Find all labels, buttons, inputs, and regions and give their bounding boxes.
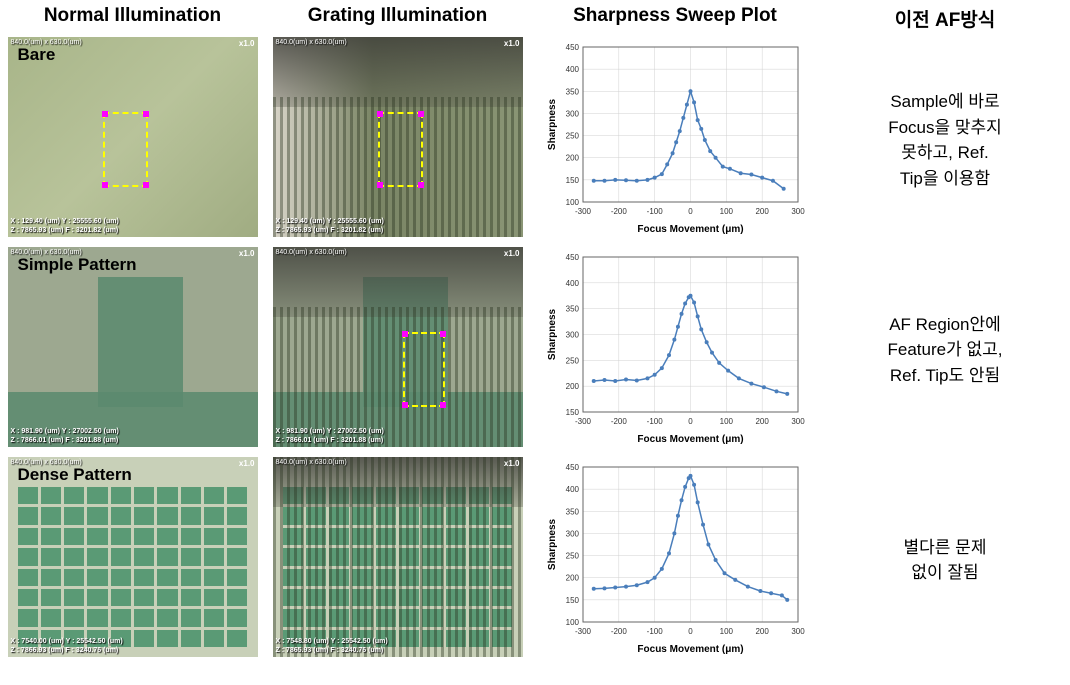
svg-text:300: 300 xyxy=(565,529,579,538)
svg-text:-200: -200 xyxy=(610,417,627,426)
coord-text: X : 129.40 (um) Y : 25555.60 (um)Z : 786… xyxy=(276,218,384,235)
svg-text:400: 400 xyxy=(565,485,579,494)
roi-box xyxy=(378,112,423,187)
svg-text:100: 100 xyxy=(719,417,733,426)
coord-text: X : 981.90 (um) Y : 27002.50 (um)Z : 786… xyxy=(11,428,119,445)
svg-text:200: 200 xyxy=(755,627,769,636)
svg-text:300: 300 xyxy=(565,109,579,118)
bare-sharpness-chart: 100 150 200 250 300 350 400 450 -300 -200 -100 0 100… xyxy=(543,37,808,237)
bare-grating-image: 840.0(um) x 630.0(um) x1.0 X : 129.40 (u… xyxy=(273,37,523,237)
svg-text:250: 250 xyxy=(565,132,579,141)
svg-text:350: 350 xyxy=(565,87,579,96)
svg-text:-100: -100 xyxy=(646,417,663,426)
header-grating: Grating Illumination xyxy=(265,5,530,35)
svg-text:-300: -300 xyxy=(574,207,591,216)
svg-text:-300: -300 xyxy=(574,417,591,426)
row-label-bare: Bare xyxy=(18,45,56,65)
bare-description: Sample에 바로Focus을 맞추지못하고, Ref.Tip을 이용함 xyxy=(820,35,1070,245)
simple-normal-image: Simple Pattern 840.0(um) x 630.0(um) x1.… xyxy=(8,247,258,447)
zoom-label: x1.0 xyxy=(239,459,255,468)
svg-text:250: 250 xyxy=(565,356,579,365)
header-prev-af: 이전 AF방식 xyxy=(820,5,1070,35)
svg-text:-200: -200 xyxy=(610,627,627,636)
svg-text:Sharpness: Sharpness xyxy=(547,98,558,150)
dense-description: 별다른 문제없이 잘됨 xyxy=(820,455,1070,665)
svg-text:150: 150 xyxy=(565,408,579,417)
dim-label: 840.0(um) x 630.0(um) xyxy=(276,249,347,256)
bare-normal-image: Bare 840.0(um) x 630.0(um) x1.0 X : 129.… xyxy=(8,37,258,237)
svg-text:0: 0 xyxy=(688,627,693,636)
svg-text:200: 200 xyxy=(565,574,579,583)
svg-text:200: 200 xyxy=(565,382,579,391)
svg-text:-300: -300 xyxy=(574,627,591,636)
svg-text:Sharpness: Sharpness xyxy=(547,518,558,570)
svg-text:350: 350 xyxy=(565,507,579,516)
svg-text:100: 100 xyxy=(565,198,579,207)
svg-text:150: 150 xyxy=(565,176,579,185)
dim-label: 840.0(um) x 630.0(um) xyxy=(276,459,347,466)
svg-text:300: 300 xyxy=(565,331,579,340)
coord-text: X : 7548.80 (um) Y : 25542.50 (um)Z : 78… xyxy=(276,638,388,655)
dense-normal-image: Dense Pattern 840.0(um) x 630.0(um) x1.0… xyxy=(8,457,258,657)
svg-text:100: 100 xyxy=(719,627,733,636)
dim-label: 840.0(um) x 630.0(um) xyxy=(276,39,347,46)
svg-text:300: 300 xyxy=(791,207,805,216)
zoom-label: x1.0 xyxy=(239,249,255,258)
svg-text:-200: -200 xyxy=(610,207,627,216)
svg-text:Sharpness: Sharpness xyxy=(547,308,558,360)
svg-text:100: 100 xyxy=(565,618,579,627)
roi-box xyxy=(403,332,445,407)
svg-text:Focus Movement (μm): Focus Movement (μm) xyxy=(637,644,743,655)
row-label-dense: Dense Pattern xyxy=(18,465,132,485)
svg-text:-100: -100 xyxy=(646,627,663,636)
svg-text:200: 200 xyxy=(565,154,579,163)
svg-text:450: 450 xyxy=(565,463,579,472)
svg-text:300: 300 xyxy=(791,417,805,426)
svg-text:Focus Movement (μm): Focus Movement (μm) xyxy=(637,224,743,235)
svg-text:300: 300 xyxy=(791,627,805,636)
dense-sharpness-chart: 100 150 200 250 300 350 400 450 -300 -200 -100 0 100… xyxy=(543,457,808,657)
roi-box xyxy=(103,112,148,187)
svg-text:400: 400 xyxy=(565,279,579,288)
zoom-label: x1.0 xyxy=(504,249,520,258)
coord-text: X : 129.40 (um) Y : 25555.60 (um)Z : 786… xyxy=(11,218,119,235)
row-label-simple: Simple Pattern xyxy=(18,255,137,275)
simple-sharpness-chart: 150 200 250 300 350 400 450 -300 -200 -100 0 100 200… xyxy=(543,247,808,447)
svg-text:-100: -100 xyxy=(646,207,663,216)
svg-text:150: 150 xyxy=(565,596,579,605)
svg-text:200: 200 xyxy=(755,417,769,426)
header-normal: Normal Illumination xyxy=(0,5,265,35)
coord-text: X : 981.90 (um) Y : 27002.50 (um)Z : 786… xyxy=(276,428,384,445)
svg-text:200: 200 xyxy=(755,207,769,216)
dense-grating-image: 840.0(um) x 630.0(um) x1.0 X : 7548.80 (… xyxy=(273,457,523,657)
svg-text:Focus Movement (μm): Focus Movement (μm) xyxy=(637,434,743,445)
svg-text:400: 400 xyxy=(565,65,579,74)
simple-description: AF Region안에Feature가 없고,Ref. Tip도 안됨 xyxy=(820,245,1070,455)
svg-text:450: 450 xyxy=(565,43,579,52)
zoom-label: x1.0 xyxy=(239,39,255,48)
svg-text:0: 0 xyxy=(688,417,693,426)
svg-text:350: 350 xyxy=(565,305,579,314)
zoom-label: x1.0 xyxy=(504,39,520,48)
zoom-label: x1.0 xyxy=(504,459,520,468)
svg-text:250: 250 xyxy=(565,552,579,561)
simple-grating-image: 840.0(um) x 630.0(um) x1.0 X : 981.90 (u… xyxy=(273,247,523,447)
svg-text:450: 450 xyxy=(565,253,579,262)
header-sweep: Sharpness Sweep Plot xyxy=(530,5,820,35)
svg-text:100: 100 xyxy=(719,207,733,216)
coord-text: X : 7540.00 (um) Y : 25542.50 (um)Z : 78… xyxy=(11,638,123,655)
svg-text:0: 0 xyxy=(688,207,693,216)
